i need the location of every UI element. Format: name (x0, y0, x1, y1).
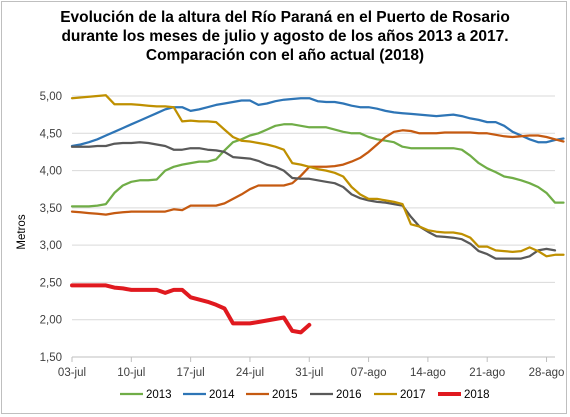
series-line-2013 (70, 123, 565, 208)
x-tick-label: 21-ago (469, 367, 505, 379)
x-tick-label: 10-jul (117, 367, 145, 379)
gridlines (71, 95, 555, 362)
legend-label-2013: 2013 (146, 389, 172, 401)
x-tick-labels: 03-jul 10-jul 17-jul 24-jul 31-jul 07-ago 14-a… (58, 367, 565, 379)
y-tick-labels: 1,50 2,00 2,50 3,00 3,50 4,00 4,50 5,00 (40, 91, 62, 364)
legend-label-2016: 2016 (336, 389, 362, 401)
y-tick-label: 2,50 (40, 277, 62, 289)
y-tick-label: 1,50 (40, 352, 62, 364)
x-tick-label: 24-jul (236, 367, 264, 379)
y-tick-label: 4,00 (40, 166, 62, 178)
chart-title-line-1: Evolución de la altura del Río Paraná en… (60, 9, 510, 26)
x-tick-label: 31-jul (295, 367, 323, 379)
chart-title-line-2: durante los meses de julio y agosto de l… (61, 28, 509, 45)
series-line-2017 (70, 94, 565, 258)
x-tick-label: 28-ago (529, 367, 565, 379)
y-tick-label: 5,00 (40, 91, 62, 103)
legend-label-2014: 2014 (209, 389, 235, 401)
legend-label-2015: 2015 (272, 389, 298, 401)
y-tick-label: 2,00 (40, 315, 62, 327)
series-line-2015 (70, 129, 565, 216)
y-tick-label: 3,00 (40, 240, 62, 252)
legend: 2013 2014 2015 2016 2017 2018 (120, 389, 490, 401)
series-line-2016 (70, 141, 557, 260)
x-tick-label: 14-ago (410, 367, 446, 379)
y-tick-label: 4,50 (40, 128, 62, 140)
series-line-2014 (70, 97, 565, 148)
series-line-2018 (70, 283, 312, 335)
x-tick-label: 07-ago (351, 367, 387, 379)
x-tick-label: 17-jul (177, 367, 205, 379)
series-lines (70, 94, 565, 335)
chart-title: Evolución de la altura del Río Paraná en… (0, 8, 570, 65)
legend-label-2018: 2018 (464, 389, 490, 401)
chart-title-line-3: Comparación con el año actual (2018) (145, 47, 425, 64)
y-axis-label: Metros (16, 214, 28, 249)
legend-label-2017: 2017 (400, 389, 426, 401)
x-tick-label: 03-jul (58, 367, 86, 379)
y-tick-label: 3,50 (40, 203, 62, 215)
